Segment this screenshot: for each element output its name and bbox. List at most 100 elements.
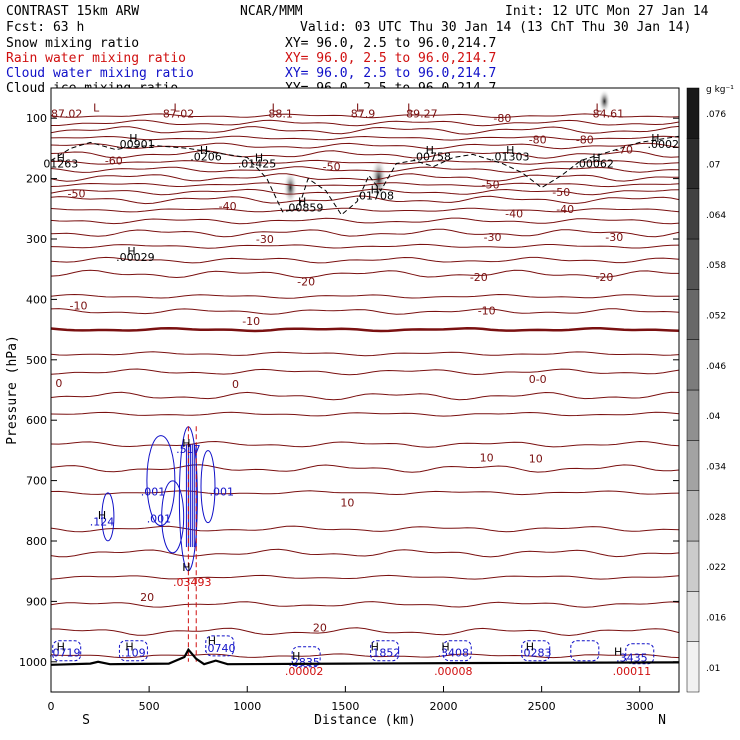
maximum-value-label: .01303: [491, 150, 530, 163]
terrain-surface: [50, 647, 680, 666]
x-axis-label: Distance (km): [314, 713, 416, 728]
temperature-label: -50: [323, 161, 341, 174]
field-rain-label: Rain water mixing ratio: [6, 51, 186, 66]
temperature-contour: [50, 269, 679, 279]
colorbar-label: .064: [706, 211, 726, 221]
temperature-contour: [50, 411, 680, 417]
high-marker: H: [441, 641, 449, 654]
temperature-contour: [50, 440, 680, 448]
colorbar-swatch: [686, 238, 700, 290]
title-model: CONTRAST 15km ARW: [6, 4, 139, 19]
high-marker: H: [57, 151, 65, 164]
low-cloud-contour: [521, 640, 551, 662]
temperature-contour: [50, 653, 680, 659]
colorbar-label: .046: [706, 362, 726, 372]
colorbar-label: .058: [706, 261, 726, 271]
temperature-contour: [50, 256, 680, 264]
maximum-value-label: .001: [141, 485, 166, 498]
temperature-label: -40: [505, 208, 523, 221]
temperature-contour: [50, 113, 680, 119]
x-tick-label: 2500: [528, 700, 556, 713]
high-marker: H: [57, 641, 65, 654]
y-tick-label: 700: [26, 475, 47, 488]
temperature-contour: [51, 627, 680, 637]
maximum-value-label: 87.9: [351, 107, 376, 120]
x-tick-label: 0: [48, 700, 55, 713]
temperature-label: -30: [256, 233, 274, 246]
low-cloud-contour: [118, 640, 148, 662]
y-tick-label: 500: [26, 354, 47, 367]
maximum-value-label: .0740: [204, 642, 236, 655]
temperature-label: -30: [605, 231, 623, 244]
y-tick-label: 1000: [19, 656, 47, 669]
colorbar-swatch: [686, 138, 700, 189]
field-snow-label: Snow mixing ratio: [6, 36, 139, 51]
temperature-contour: [50, 601, 680, 608]
temperature-label: -50: [482, 179, 500, 192]
temperature-contour: [50, 243, 680, 249]
temperature-label: -40: [219, 200, 237, 213]
plot-area: -80-80-80-70-60-50-50-50-50-40 -40-40-30-…: [43, 87, 680, 693]
high-marker: H: [298, 196, 306, 209]
temperature-label: -70: [615, 144, 633, 157]
colorbar-swatch: [686, 188, 700, 240]
low-marker: L: [356, 101, 363, 114]
maximum-value-label: .3408: [438, 647, 470, 660]
y-axis-label: Pressure (hPa): [5, 335, 20, 445]
colorbar-swatch: [686, 591, 700, 642]
maximum-value-label: .109: [121, 647, 146, 660]
rain-contours: [187, 426, 197, 662]
maximum-value-label: .0719: [49, 647, 81, 660]
temperature-label: 20: [313, 621, 327, 634]
field-snow-xy: XY= 96.0, 2.5 to 96.0,214.7: [285, 36, 496, 51]
temperature-label: -30: [484, 231, 502, 244]
low-cloud-contour: [442, 640, 472, 662]
temperature-contour: [50, 125, 680, 135]
x-tick-label: 2000: [430, 700, 458, 713]
temperature-contours: [50, 113, 680, 659]
high-marker: H: [592, 151, 600, 164]
low-marker: L: [93, 101, 100, 114]
colorbar-label: .07: [706, 161, 720, 171]
colorbar-label: .022: [706, 563, 726, 573]
high-marker: H: [208, 635, 216, 648]
temperature-contour: [50, 308, 680, 315]
temperature-label: -60: [105, 154, 123, 167]
colorbar-units: g kg⁻¹: [706, 85, 734, 95]
maximum-value-label: .0206: [190, 150, 222, 163]
maximum-value-label: 89.27: [406, 107, 438, 120]
high-marker: H: [371, 641, 379, 654]
low-cloud-contour: [205, 635, 235, 657]
high-marker: H: [98, 509, 106, 522]
plot-frame: [50, 87, 680, 693]
maximum-value-label: 88.1: [268, 107, 293, 120]
contour-labels: -80-80-80-70-60-50-50-50-50-40 -40-40-30-…: [43, 101, 679, 678]
cloud-water-contour: [146, 435, 176, 527]
maximum-value-label: .00029: [116, 251, 155, 264]
temperature-contour: [50, 150, 680, 159]
maximum-value-label: .00062: [575, 158, 614, 171]
high-marker: H: [426, 144, 434, 157]
maximum-value-label: 84.61: [593, 107, 625, 120]
high-marker: H: [506, 144, 514, 157]
x-tick-label: 1000: [233, 700, 261, 713]
high-marker: H: [371, 183, 379, 196]
maximum-value-label: .1852: [369, 647, 401, 660]
high-marker: H: [614, 646, 622, 659]
north-label: N: [658, 713, 666, 728]
temperature-label: 10: [529, 452, 543, 465]
y-tick-label: 900: [26, 595, 47, 608]
temperature-label: 10: [340, 496, 354, 509]
y-tick-label: 300: [26, 233, 47, 246]
temperature-contour: [50, 135, 680, 141]
temperature-label: -50: [552, 186, 570, 199]
colorbar-label: .04: [706, 412, 721, 422]
maximum-value-label: .01708: [356, 190, 395, 203]
title-valid-time: Valid: 03 UTC Thu 30 Jan 14 (13 ChT Thu …: [300, 20, 691, 35]
south-label: S: [82, 713, 90, 728]
maximum-value-label: .01425: [238, 158, 277, 171]
temperature-label: -20: [470, 271, 488, 284]
temperature-contour: [50, 142, 680, 150]
field-cloud-water-xy: XY= 96.0, 2.5 to 96.0,214.7: [285, 66, 496, 81]
maximum-value-label: .00901: [116, 138, 155, 151]
